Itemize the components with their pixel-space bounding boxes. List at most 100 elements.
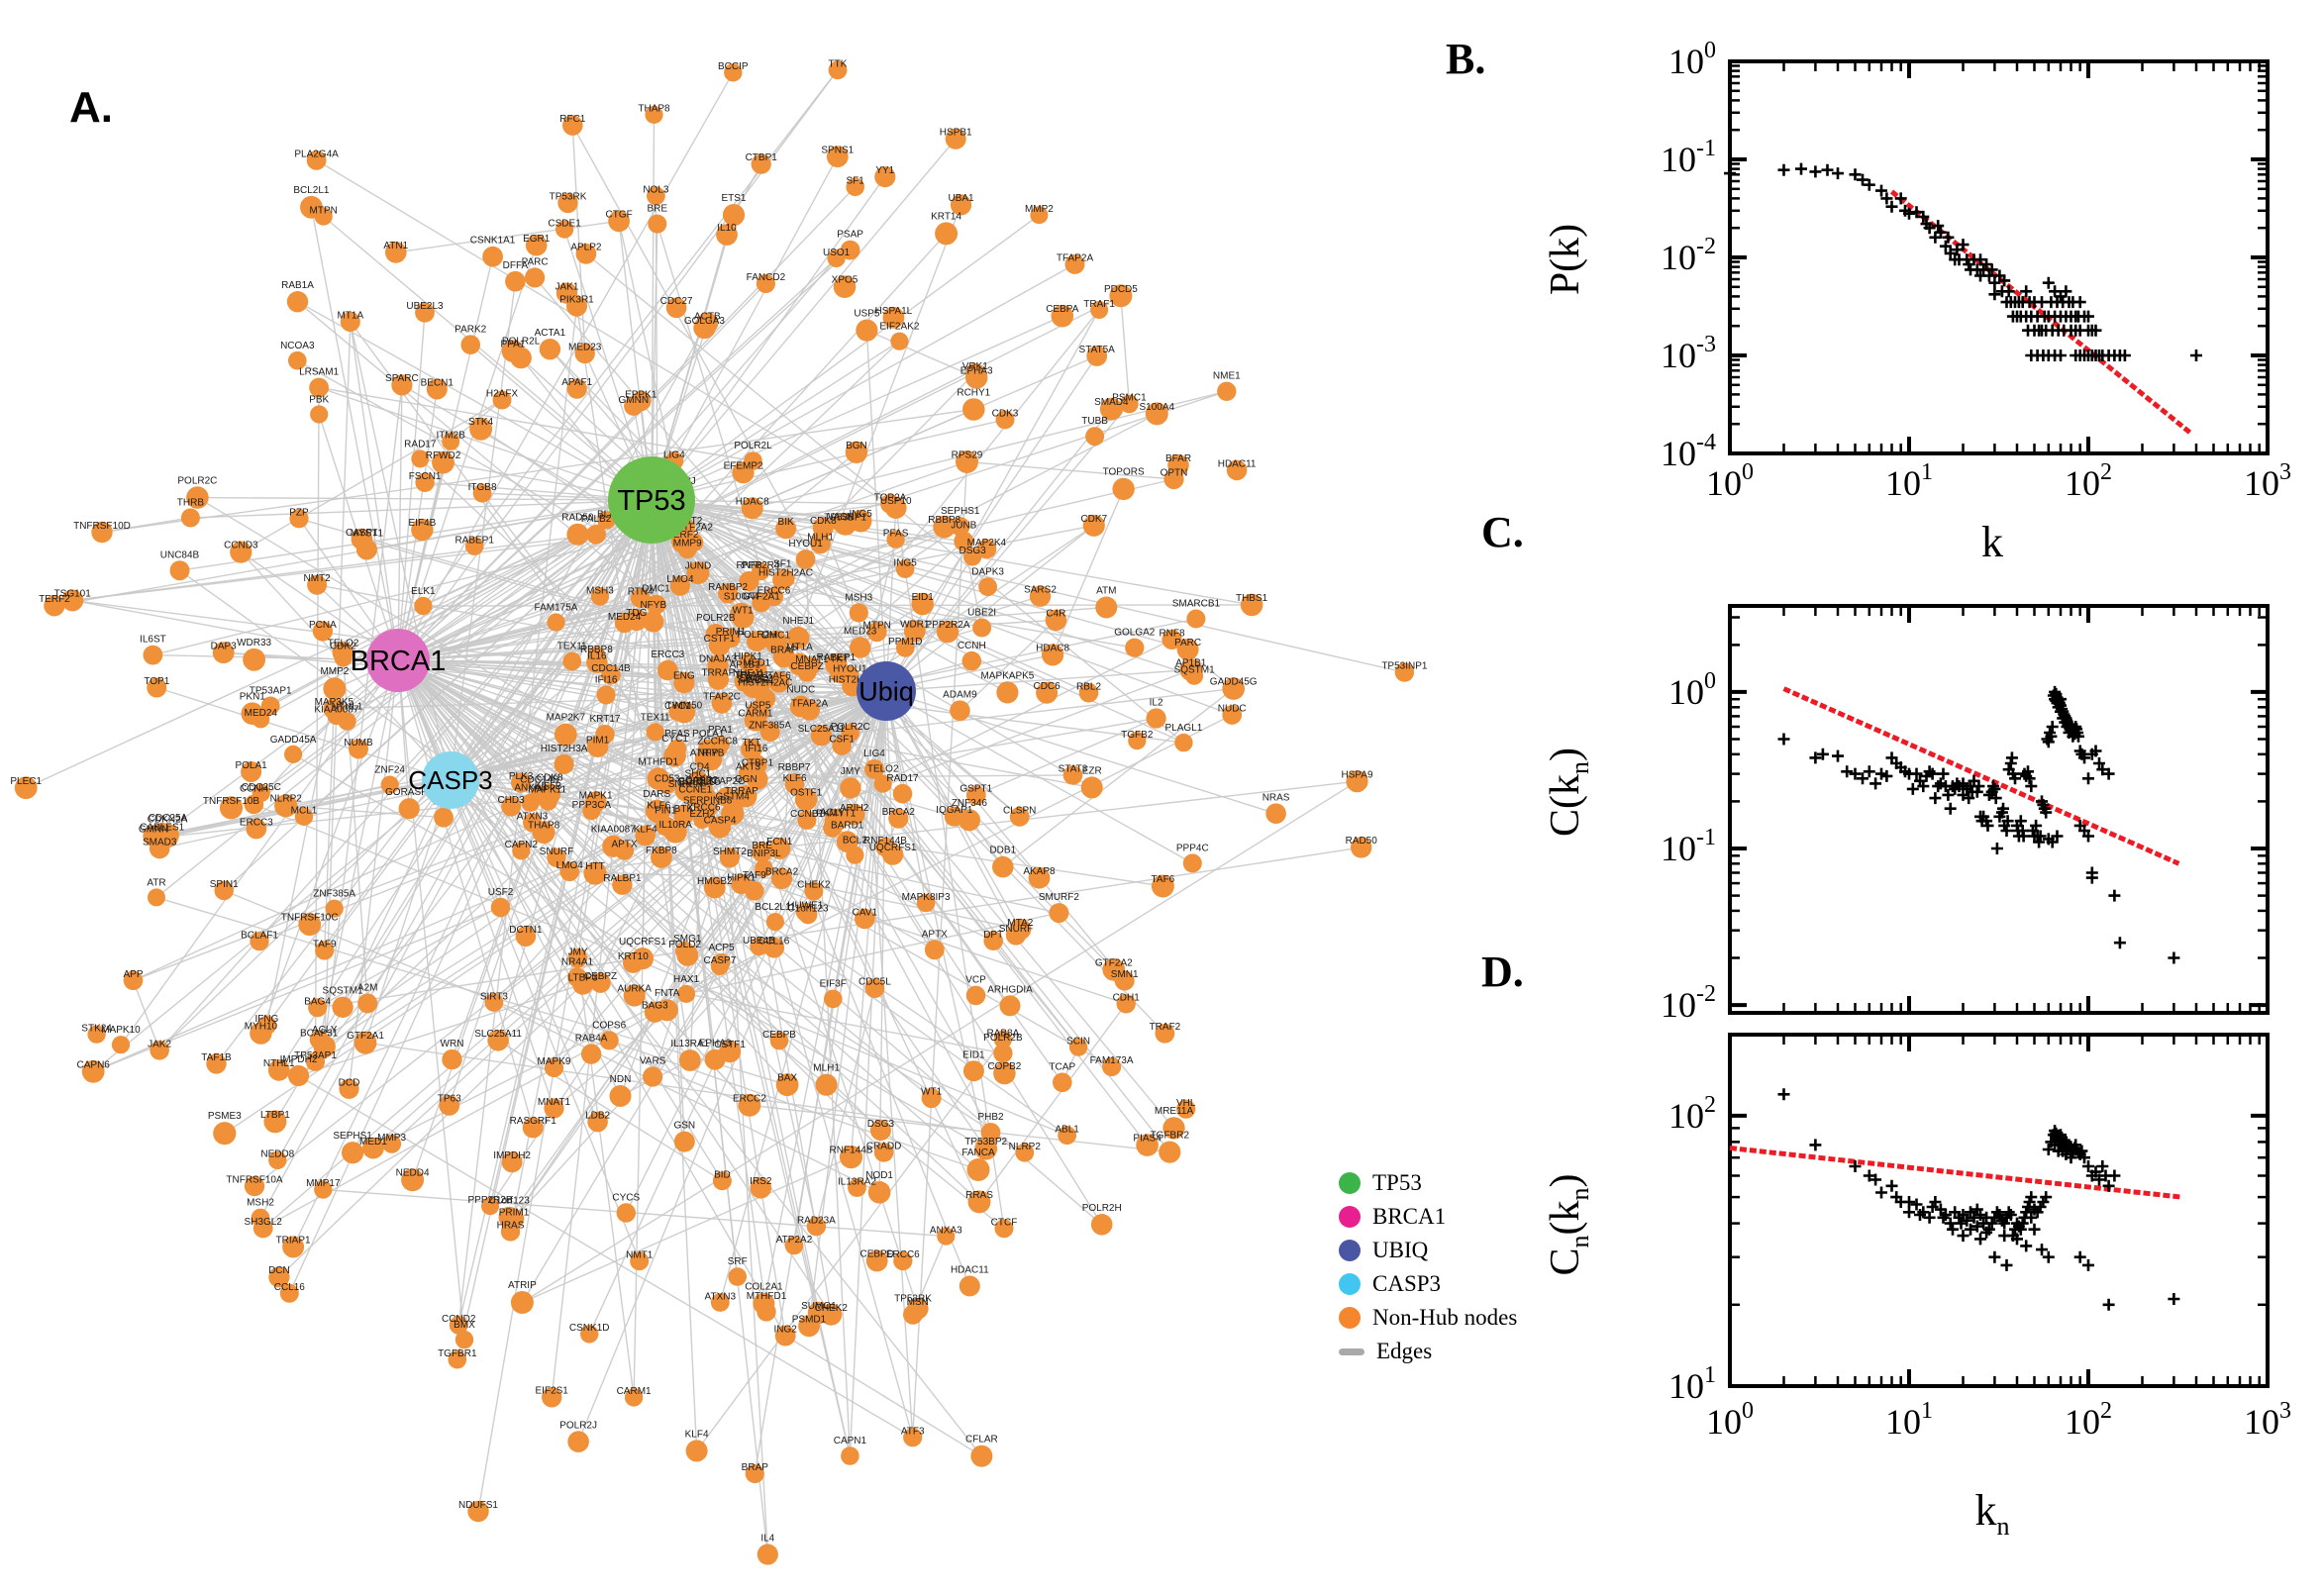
network-node <box>580 1325 599 1344</box>
network-node <box>213 1122 237 1146</box>
network-node-label: BLK <box>597 509 616 520</box>
network-node <box>675 941 695 961</box>
network-node <box>831 513 851 533</box>
network-node <box>608 210 630 233</box>
network-node-label: ABL1 <box>1055 1124 1079 1135</box>
network-node <box>945 128 966 150</box>
network-node <box>839 1146 863 1169</box>
network-node <box>1112 477 1135 501</box>
network-node <box>612 874 633 895</box>
network-node-label: ARHGDIA <box>987 984 1033 995</box>
network-node-label: SRF <box>728 1256 748 1267</box>
network-node-label: ING5 <box>893 558 917 569</box>
network-node-label: PBK <box>309 394 329 405</box>
plot-frame <box>1728 59 2270 455</box>
network-node-label: BGN <box>846 441 867 451</box>
network-node-label: TOPORS <box>1103 467 1145 478</box>
network-node-label: PFAS <box>664 729 690 740</box>
network-node <box>595 725 615 745</box>
network-node-label: PPP2R4 <box>742 560 780 571</box>
plot-frame <box>1728 604 2270 1015</box>
hub-node-brca1 <box>366 629 430 692</box>
network-node-label: PKN1 <box>240 691 266 702</box>
network-node-label: PPP2R2A <box>925 620 969 631</box>
network-node-label: TIMM50 <box>666 701 703 712</box>
network-node-label: TKT <box>830 654 849 665</box>
network-node <box>993 1044 1013 1063</box>
network-node <box>1186 609 1206 629</box>
network-node-label: RNF144B <box>830 1146 873 1156</box>
network-node-label: APTX <box>922 929 948 940</box>
network-node-label: HAX1 <box>673 974 700 985</box>
network-node <box>686 561 710 585</box>
network-node <box>1163 468 1184 490</box>
network-node <box>599 1031 619 1050</box>
x-tick-label: 102 <box>2065 1398 2112 1442</box>
network-node-label: PFAS <box>883 528 909 539</box>
network-node <box>802 656 821 675</box>
fit-line <box>1729 1146 2182 1200</box>
network-node <box>286 291 309 313</box>
network-node-label: SMG1 <box>673 934 702 945</box>
network-node <box>525 234 548 256</box>
network-node-label: THRB <box>177 498 205 509</box>
network-node-label: PSME3 <box>208 1111 242 1122</box>
network-node-label: GTF2A1 <box>347 1031 384 1042</box>
network-node-label: HIPK1 <box>727 872 756 883</box>
network-node <box>757 1544 778 1565</box>
network-node-label: TKT <box>742 738 760 748</box>
network-node-label: MTA2 <box>1007 918 1033 929</box>
network-node <box>362 1137 384 1159</box>
network-node <box>1029 585 1052 607</box>
network-node-labels: TP53RKKIAA0087THAP8CDC14BNTHL1DSG3SNURFC… <box>10 59 1428 1545</box>
network-node-label: TTK <box>829 59 848 70</box>
network-node <box>562 115 583 136</box>
network-node-label: CARM1 <box>738 708 772 719</box>
network-node <box>1109 284 1133 308</box>
network-node <box>624 1388 644 1407</box>
network-node-label: RFWD2 <box>426 450 461 461</box>
network-node <box>492 390 512 410</box>
network-node <box>741 739 762 760</box>
network-node <box>833 275 857 299</box>
network-node <box>882 306 905 329</box>
network-node-label: EPHA3 <box>699 1039 732 1049</box>
network-node-label: SF1 <box>773 559 792 570</box>
network-node-label: RAD50 <box>1346 836 1378 847</box>
network-node-label: MED24 <box>245 708 278 719</box>
axis-ticks <box>1728 606 2270 1014</box>
network-node <box>583 861 607 885</box>
network-node-label: MTHFD1 <box>639 756 679 767</box>
network-node-label: DMC1 <box>642 584 670 595</box>
network-node <box>282 1236 305 1258</box>
network-node-label: CDC25A <box>149 813 188 824</box>
network-node <box>890 332 909 350</box>
network-node <box>657 659 678 681</box>
network-node-label: NDUFS1 <box>458 1500 498 1511</box>
network-node-label: COPS6 <box>592 1020 626 1031</box>
network-node-label: CDH1 <box>1113 992 1141 1003</box>
legend: TP53 BRCA1 UBIQ CASP3 Non-Hub nodes Edges <box>1339 1170 1517 1373</box>
network-node-label: ZNF385A <box>313 889 355 900</box>
network-node-label: NEDD4 <box>396 1168 430 1179</box>
network-node <box>1240 593 1263 617</box>
y-tick-label: 10-1 <box>1661 825 1716 868</box>
network-node <box>795 902 815 922</box>
network-node-label: HTT <box>585 861 604 872</box>
network-node-label: THAP8 <box>528 821 560 832</box>
network-node <box>911 592 934 616</box>
network-node <box>784 1236 804 1255</box>
x-axis-title: k <box>1981 518 2003 566</box>
network-node-label: TP63 <box>438 1094 461 1105</box>
network-node <box>44 595 65 617</box>
network-node <box>697 739 719 761</box>
network-node <box>484 993 504 1012</box>
network-node <box>787 626 810 649</box>
network-node <box>992 855 1014 878</box>
network-node <box>967 1190 991 1214</box>
network-node-label: TAF1B <box>201 1052 232 1063</box>
network-node-label: DSG3 <box>959 546 986 556</box>
network-node-label: IQGAP1 <box>936 805 973 816</box>
network-node-label: MYH10 <box>245 1022 278 1033</box>
network-node <box>728 1267 747 1286</box>
